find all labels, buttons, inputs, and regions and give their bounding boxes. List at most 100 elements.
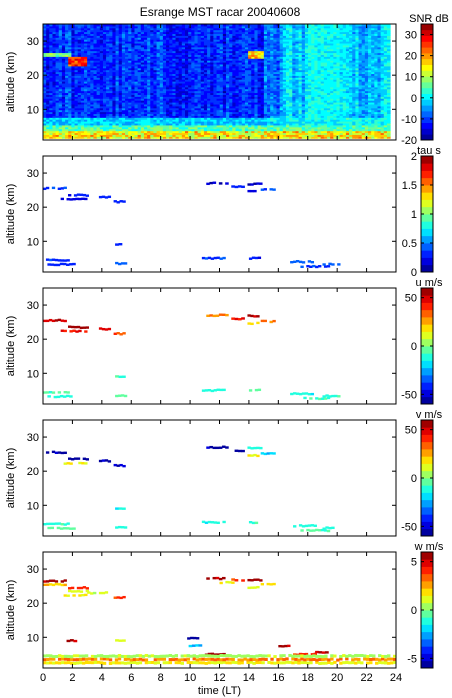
snr-cell: [241, 43, 246, 46]
snr-cell: [175, 58, 180, 61]
snr-cell: [153, 98, 158, 101]
snr-cell: [125, 113, 129, 116]
snr-cell: [134, 41, 139, 44]
snr-cell: [61, 132, 66, 135]
snr-cell: [181, 33, 186, 36]
snr-cell: [238, 46, 243, 50]
snr-cell: [150, 136, 154, 139]
snr-cell: [87, 109, 91, 113]
snr-cell: [292, 65, 296, 69]
snr-cell: [58, 100, 63, 103]
snr-cell: [147, 109, 151, 113]
snr-cell: [46, 41, 50, 44]
snr-cell: [128, 121, 132, 124]
snr-cell: [207, 44, 211, 48]
snr-cell: [52, 77, 57, 80]
snr-cell: [77, 136, 82, 139]
snr-cell: [181, 126, 186, 130]
snr-cell: [185, 126, 189, 130]
snr-cell: [93, 104, 98, 107]
snr-cell: [295, 81, 300, 84]
snr-cell: [68, 105, 72, 109]
snr-cell: [43, 52, 47, 55]
snr-cell: [203, 62, 208, 65]
snr-cell: [90, 123, 94, 126]
snr-cell: [304, 134, 309, 137]
snr-cell: [137, 60, 142, 63]
snr-cell: [46, 90, 50, 94]
snr-cell: [282, 104, 287, 107]
snr-cell: [169, 83, 173, 86]
snr-cell: [295, 39, 300, 42]
snr-cell: [260, 46, 265, 50]
snr-cell: [43, 117, 47, 120]
snr-cell: [125, 126, 129, 130]
snr-cell: [210, 50, 214, 54]
snr-cell: [112, 104, 117, 107]
snr-cell: [244, 54, 249, 57]
snr-cell: [131, 115, 136, 118]
snr-cell: [93, 35, 98, 38]
snr-cell: [87, 92, 91, 95]
snr-cell: [263, 62, 268, 65]
snr-cell: [298, 50, 303, 54]
snr-cell: [216, 73, 221, 76]
snr-cell: [99, 94, 104, 97]
snr-cell: [55, 98, 60, 101]
snr-cell: [260, 115, 265, 118]
snr-cell: [166, 56, 170, 59]
snr-cell: [55, 88, 60, 92]
snr-cell: [125, 130, 129, 134]
snr-cell: [301, 128, 306, 132]
snr-cell: [131, 96, 136, 99]
snr-cell: [185, 132, 189, 135]
snr-cell: [128, 88, 132, 92]
snr-cell: [232, 27, 236, 31]
snr-cell: [289, 44, 293, 48]
snr-cell: [93, 124, 98, 128]
snr-cell: [112, 64, 117, 67]
snr-cell: [244, 130, 249, 134]
snr-cell: [289, 67, 293, 71]
snr-cell: [109, 98, 113, 101]
snr-cell: [285, 43, 290, 46]
snr-cell: [207, 88, 211, 92]
snr-cell: [285, 77, 290, 80]
snr-cell: [282, 65, 287, 69]
snr-cell: [270, 83, 274, 86]
snr-cell: [197, 88, 202, 92]
snr-cell: [137, 132, 142, 135]
snr-cell: [172, 121, 177, 124]
snr-cell: [71, 130, 76, 134]
snr-cell: [191, 25, 195, 29]
snr-cell: [71, 65, 76, 69]
snr-cell: [134, 44, 139, 48]
snr-cell: [172, 44, 177, 48]
snr-cell: [46, 130, 50, 134]
snr-cell: [140, 60, 145, 63]
snr-cell: [248, 109, 252, 113]
snr-cell: [49, 107, 53, 111]
snr-cell: [49, 79, 53, 82]
snr-cell: [289, 107, 293, 111]
snr-cell: [90, 52, 94, 55]
snr-cell: [84, 39, 88, 42]
snr-cell: [137, 46, 142, 50]
snr-cell: [229, 33, 233, 36]
snr-cell: [147, 58, 151, 61]
snr-cell: [276, 50, 281, 54]
snr-cell: [162, 111, 167, 115]
snr-cell: [235, 132, 240, 135]
snr-cell: [80, 77, 85, 80]
snr-cell: [153, 134, 158, 137]
snr-cell: [68, 71, 72, 75]
snr-cell: [61, 86, 66, 90]
snr-cell: [260, 123, 265, 126]
snr-cell: [298, 54, 303, 57]
snr-cell: [178, 109, 183, 113]
snr-cell: [254, 102, 259, 105]
snr-cell: [166, 115, 170, 118]
snr-cell: [188, 50, 192, 54]
snr-cell: [185, 107, 189, 111]
snr-cell: [197, 134, 202, 137]
